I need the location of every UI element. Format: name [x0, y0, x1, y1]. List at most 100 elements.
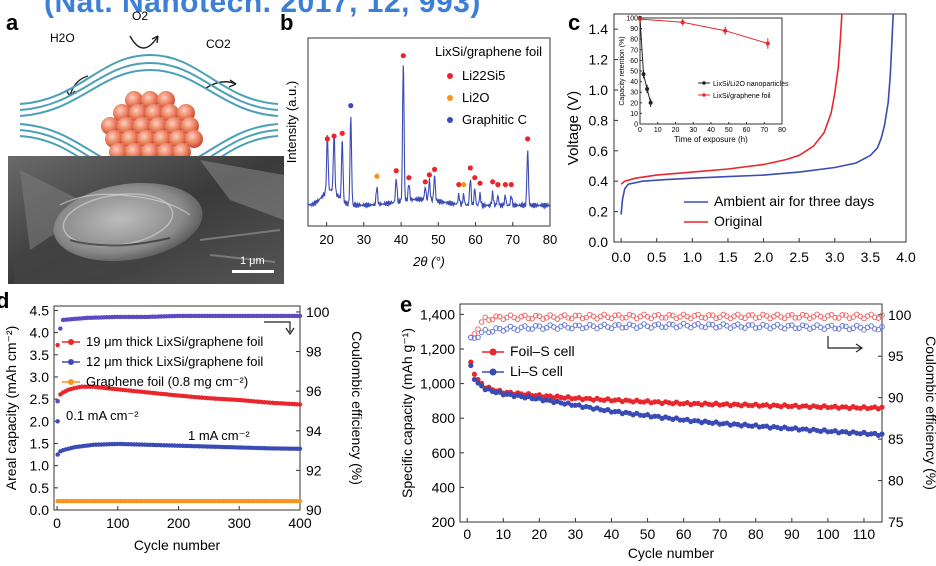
peak-marker	[461, 181, 467, 188]
ce-point	[879, 323, 885, 330]
x-tick-label: 100	[816, 526, 840, 542]
data-point	[297, 498, 303, 504]
ce-point	[648, 315, 654, 322]
y-axis-label: Intensity (a.u.)	[284, 81, 299, 163]
data-point	[55, 452, 60, 457]
ce-point	[706, 321, 712, 328]
data-point	[55, 398, 60, 404]
capacity-point	[475, 380, 481, 386]
legend-marker	[489, 368, 497, 376]
inset-y-axis-label: Capacity retention (%)	[619, 36, 626, 105]
ce-point	[529, 326, 535, 332]
panel-a: a H2O O2 CO2	[0, 0, 296, 286]
ce-point	[850, 314, 856, 320]
inset-point	[680, 20, 685, 25]
y2-tick-label: 75	[888, 514, 904, 530]
ce-point	[785, 322, 792, 329]
x-tick-label: 20	[532, 526, 548, 542]
y-tick-label: 4.0	[30, 325, 50, 341]
capacity-point	[486, 386, 492, 392]
ce-point	[706, 312, 712, 318]
ce-point	[763, 313, 770, 319]
ce-point	[698, 324, 705, 330]
gas-arrows	[65, 35, 237, 97]
ce-point	[608, 315, 615, 322]
x-tick-label: 10	[495, 526, 511, 542]
ce-point	[525, 326, 532, 332]
inset-x-tick-label: 40	[707, 127, 715, 134]
inset-y-tick-label: 20	[630, 100, 638, 107]
voltage-curve	[620, 13, 843, 185]
ce-point	[626, 321, 633, 328]
ce-point	[504, 326, 510, 332]
legend-marker	[68, 379, 74, 385]
data-point	[55, 342, 60, 348]
ce-point	[821, 315, 828, 322]
ce-point	[792, 325, 799, 332]
ce-point	[579, 325, 586, 332]
ce-point	[540, 316, 546, 322]
capacity-point	[471, 371, 478, 377]
ce-point	[615, 321, 622, 328]
capacity-point	[468, 362, 474, 369]
x-tick-label: 200	[167, 515, 191, 531]
y-tick-label: 0.4	[589, 173, 609, 189]
inset-legend-marker	[702, 81, 706, 85]
legend-label: Li–S cell	[510, 363, 563, 379]
inset-point	[638, 17, 642, 22]
ce-point	[569, 325, 575, 332]
peak-marker	[406, 175, 412, 181]
inset-x-axis-label: Time of exposure (h)	[674, 135, 748, 144]
inset-y-tick-label: 50	[630, 69, 638, 76]
ce-point	[825, 323, 831, 330]
ce-point	[774, 321, 781, 328]
ce-point	[655, 321, 662, 327]
data-point	[297, 446, 303, 451]
y-tick-label: 1,000	[420, 376, 455, 392]
ce-point	[569, 315, 575, 322]
ce-point	[529, 315, 535, 322]
capacity-point	[879, 404, 885, 410]
peak-marker	[525, 136, 531, 142]
inset-point	[641, 72, 646, 77]
x-tick-label: 60	[676, 526, 692, 542]
ce-point	[749, 322, 755, 328]
legend-marker	[68, 359, 74, 365]
inset-point	[723, 28, 728, 33]
x-tick-label: 0.0	[611, 249, 631, 265]
ce-point	[471, 335, 478, 341]
y-tick-label: 600	[432, 445, 456, 461]
ce-point	[670, 312, 676, 319]
ce-point	[493, 325, 499, 331]
y-tick-label: 1.0	[589, 82, 609, 98]
y-tick-label: 0.0	[30, 502, 50, 518]
ce-point	[572, 312, 579, 319]
ce-point	[843, 323, 849, 330]
peak-marker	[508, 181, 514, 188]
inset-series-line	[639, 17, 652, 103]
ce-point	[543, 324, 550, 331]
ce-point	[605, 314, 611, 320]
ce-point	[691, 322, 698, 328]
y-tick-label: 3.0	[30, 369, 50, 385]
annotation-rate-high: 1 mA cm⁻²	[188, 428, 250, 443]
gas-label-o2: O2	[132, 9, 148, 23]
ce-point	[875, 326, 882, 333]
y2-tick-label: 94	[306, 423, 322, 439]
ce-point	[742, 315, 748, 322]
capacity-point	[543, 393, 550, 399]
data-point	[55, 419, 60, 424]
ce-point	[799, 322, 806, 328]
ce-point	[713, 315, 719, 322]
ce-point	[536, 313, 543, 319]
peak-marker	[490, 179, 496, 185]
x-tick-label: 0	[53, 515, 61, 531]
ce-point	[576, 312, 582, 319]
y2-tick-label: 92	[306, 462, 322, 478]
y2-tick-label: 100	[306, 304, 330, 320]
ce-point	[554, 316, 561, 322]
capacity-point	[879, 431, 885, 437]
plot-frame	[459, 303, 883, 523]
ce-point	[835, 315, 842, 321]
x-tick-label: 70	[712, 526, 728, 542]
